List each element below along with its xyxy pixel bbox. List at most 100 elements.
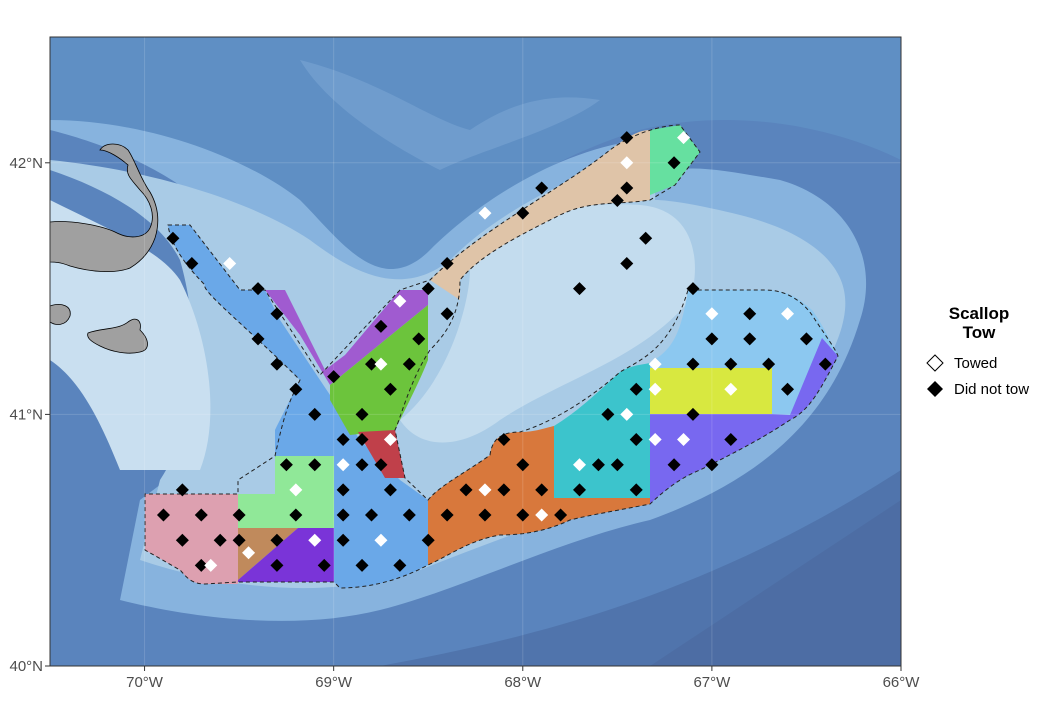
station-did-not-tow [762, 357, 776, 371]
x-tick-label: 69°W [315, 674, 353, 691]
station-towed [535, 508, 549, 522]
y-tick-label: 41°N [9, 406, 43, 423]
legend-label-did-not-tow: Did not tow [954, 380, 1030, 398]
legend: Scallop Tow Towed Did not tow [920, 304, 1050, 400]
filled-diamond-icon [920, 378, 954, 400]
stratum-orange [428, 426, 650, 565]
station-did-not-tow [308, 458, 322, 472]
station-did-not-tow [440, 256, 454, 270]
station-towed [374, 533, 388, 547]
station-towed [648, 433, 662, 447]
station-towed [308, 533, 322, 547]
station-did-not-tow [270, 533, 284, 547]
legend-item-did-not-tow: Did not tow [920, 378, 1050, 400]
x-tick-label: 70°W [126, 674, 164, 691]
station-did-not-tow [799, 332, 813, 346]
station-did-not-tow [573, 483, 587, 497]
station-did-not-tow [629, 382, 643, 396]
stratum-great-south-channel-blue [168, 225, 428, 588]
station-did-not-tow [440, 508, 454, 522]
station-did-not-tow [686, 357, 700, 371]
stratum-blue-east [650, 290, 838, 415]
stratum-purple-upper [265, 290, 428, 385]
station-did-not-tow [554, 508, 568, 522]
station-towed [620, 156, 634, 170]
graticule [50, 37, 901, 666]
station-did-not-tow [279, 458, 293, 472]
station-did-not-tow [639, 231, 653, 245]
map-panel [50, 37, 901, 666]
station-towed [573, 458, 587, 472]
station-did-not-tow [402, 357, 416, 371]
legend-title: Scallop Tow [920, 304, 1038, 342]
cape-cod-land [50, 143, 159, 272]
station-towed [648, 382, 662, 396]
station-did-not-tow [591, 458, 605, 472]
station-did-not-tow [743, 332, 757, 346]
station-did-not-tow [355, 407, 369, 421]
station-did-not-tow [686, 282, 700, 296]
station-did-not-tow [364, 508, 378, 522]
station-did-not-tow [535, 483, 549, 497]
station-did-not-tow [516, 206, 530, 220]
station-did-not-tow [629, 483, 643, 497]
station-did-not-tow [270, 558, 284, 572]
station-did-not-tow [610, 458, 624, 472]
station-did-not-tow [355, 458, 369, 472]
station-towed [336, 458, 350, 472]
station-towed [648, 357, 662, 371]
station-did-not-tow [601, 407, 615, 421]
station-did-not-tow [781, 382, 795, 396]
marthas-vineyard-land [50, 304, 71, 325]
station-did-not-tow [308, 407, 322, 421]
station-did-not-tow [355, 558, 369, 572]
station-did-not-tow [724, 433, 738, 447]
stratum-light-green [238, 456, 334, 528]
stratum-northern-edge-tan [430, 130, 650, 300]
y-tick-label: 42°N [9, 155, 43, 172]
station-did-not-tow [166, 231, 180, 245]
station-did-not-tow [317, 558, 331, 572]
station-towed [242, 546, 256, 560]
legend-label-towed: Towed [954, 354, 998, 372]
station-did-not-tow [610, 194, 624, 208]
station-did-not-tow [686, 407, 700, 421]
station-did-not-tow [667, 458, 681, 472]
nantucket-land [87, 318, 148, 354]
legend-title-line1: Scallop [948, 304, 1010, 323]
station-did-not-tow [412, 332, 426, 346]
station-did-not-tow [374, 458, 388, 472]
station-did-not-tow [232, 533, 246, 547]
deep-water-south [380, 470, 901, 666]
station-did-not-tow [232, 508, 246, 522]
stratum-bright-green [330, 305, 428, 435]
station-did-not-tow [194, 558, 208, 572]
station-towed [393, 294, 407, 308]
panel-border [49, 36, 902, 667]
station-did-not-tow [364, 357, 378, 371]
axes: 70°W 69°W 68°W 67°W 66°W 40°N 41°N 42°N [9, 155, 920, 691]
station-did-not-tow [516, 458, 530, 472]
station-towed [223, 256, 237, 270]
station-did-not-tow [355, 433, 369, 447]
station-did-not-tow [440, 307, 454, 321]
station-did-not-tow [705, 458, 719, 472]
station-did-not-tow [289, 508, 303, 522]
station-did-not-tow [251, 282, 265, 296]
station-did-not-tow [818, 357, 832, 371]
station-did-not-tow [573, 282, 587, 296]
station-did-not-tow [497, 483, 511, 497]
station-did-not-tow [705, 332, 719, 346]
station-did-not-tow [336, 508, 350, 522]
station-did-not-tow [374, 319, 388, 333]
station-towed [478, 483, 492, 497]
station-towed [724, 382, 738, 396]
station-towed [204, 558, 218, 572]
station-did-not-tow [327, 370, 341, 384]
station-did-not-tow [194, 508, 208, 522]
station-markers [156, 131, 832, 572]
station-towed [620, 407, 634, 421]
survey-boundary [144, 124, 839, 589]
station-towed [705, 307, 719, 321]
